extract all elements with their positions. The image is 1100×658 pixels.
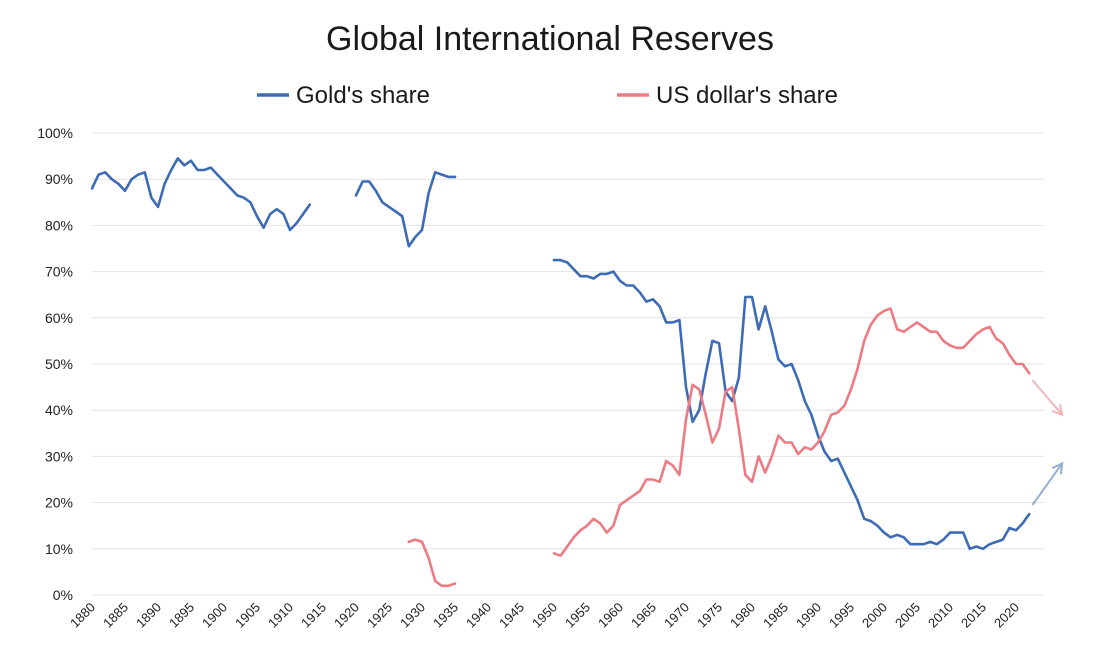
gold-share-line: [552, 258, 1031, 551]
x-tick-label: 1900: [199, 600, 230, 631]
y-tick-label: 10%: [45, 541, 73, 557]
x-tick-label: 2000: [859, 600, 890, 631]
arrow-shaft: [1031, 379, 1063, 416]
y-tick-label: 50%: [45, 356, 73, 372]
y-tick-label: 80%: [45, 217, 73, 233]
x-tick-label: 1965: [628, 600, 659, 631]
x-axis-ticks: 1880 1885 1890 1895 1900 1905 1910 1915 1920 1925…: [67, 600, 1022, 631]
gold-trend-arrow: [1031, 461, 1064, 506]
x-tick-label: 2020: [991, 600, 1022, 631]
legend-label-gold: Gold's share: [296, 82, 430, 109]
x-tick-label: 1980: [727, 600, 758, 631]
usd-share-line: [407, 538, 457, 588]
chart-title: Global International Reserves: [326, 20, 774, 58]
x-tick-label: 2015: [958, 600, 989, 631]
y-tick-label: 90%: [45, 171, 73, 187]
gold-share-line: [354, 171, 457, 248]
arrow-shaft: [1031, 462, 1064, 506]
x-tick-label: 1995: [826, 600, 857, 631]
x-tick-label: 2010: [925, 600, 956, 631]
y-axis-ticks: 0% 10% 20% 30% 40% 50% 60% 70% 80% 90% 100%: [37, 125, 73, 603]
y-tick-label: 100%: [37, 125, 73, 141]
x-tick-label: 1960: [595, 600, 626, 631]
x-tick-label: 1905: [232, 600, 263, 631]
y-tick-label: 30%: [45, 448, 73, 464]
y-tick-label: 0%: [53, 587, 73, 603]
x-tick-label: 1920: [331, 600, 362, 631]
x-tick-label: 2005: [892, 600, 923, 631]
legend: Gold's share US dollar's share: [257, 82, 838, 109]
x-tick-label: 1985: [760, 600, 791, 631]
x-tick-label: 1880: [67, 600, 98, 631]
x-tick-label: 1990: [793, 600, 824, 631]
arrow-head: [1051, 403, 1064, 417]
x-tick-label: 1945: [496, 600, 527, 631]
gridlines: [92, 132, 1044, 596]
x-tick-label: 1940: [463, 600, 494, 631]
arrow-head: [1051, 461, 1064, 475]
x-tick-label: 1885: [100, 600, 131, 631]
x-tick-label: 1930: [397, 600, 428, 631]
y-tick-label: 20%: [45, 495, 73, 511]
x-tick-label: 1925: [364, 600, 395, 631]
x-tick-label: 1975: [694, 600, 725, 631]
x-tick-label: 1890: [133, 600, 164, 631]
y-tick-label: 60%: [45, 310, 73, 326]
x-tick-label: 1910: [265, 600, 296, 631]
x-tick-label: 1955: [562, 600, 593, 631]
x-tick-label: 1935: [430, 600, 461, 631]
legend-label-usd: US dollar's share: [656, 82, 838, 109]
x-tick-label: 1895: [166, 600, 197, 631]
x-tick-label: 1950: [529, 600, 560, 631]
gold-share-line: [90, 157, 312, 232]
y-tick-label: 40%: [45, 402, 73, 418]
x-tick-label: 1915: [298, 600, 329, 631]
trend-arrows: [1031, 379, 1064, 506]
series-lines: [90, 157, 1031, 588]
y-tick-label: 70%: [45, 264, 73, 280]
x-tick-label: 1970: [661, 600, 692, 631]
usd-share-line: [552, 307, 1031, 558]
usd-trend-arrow: [1031, 379, 1064, 417]
